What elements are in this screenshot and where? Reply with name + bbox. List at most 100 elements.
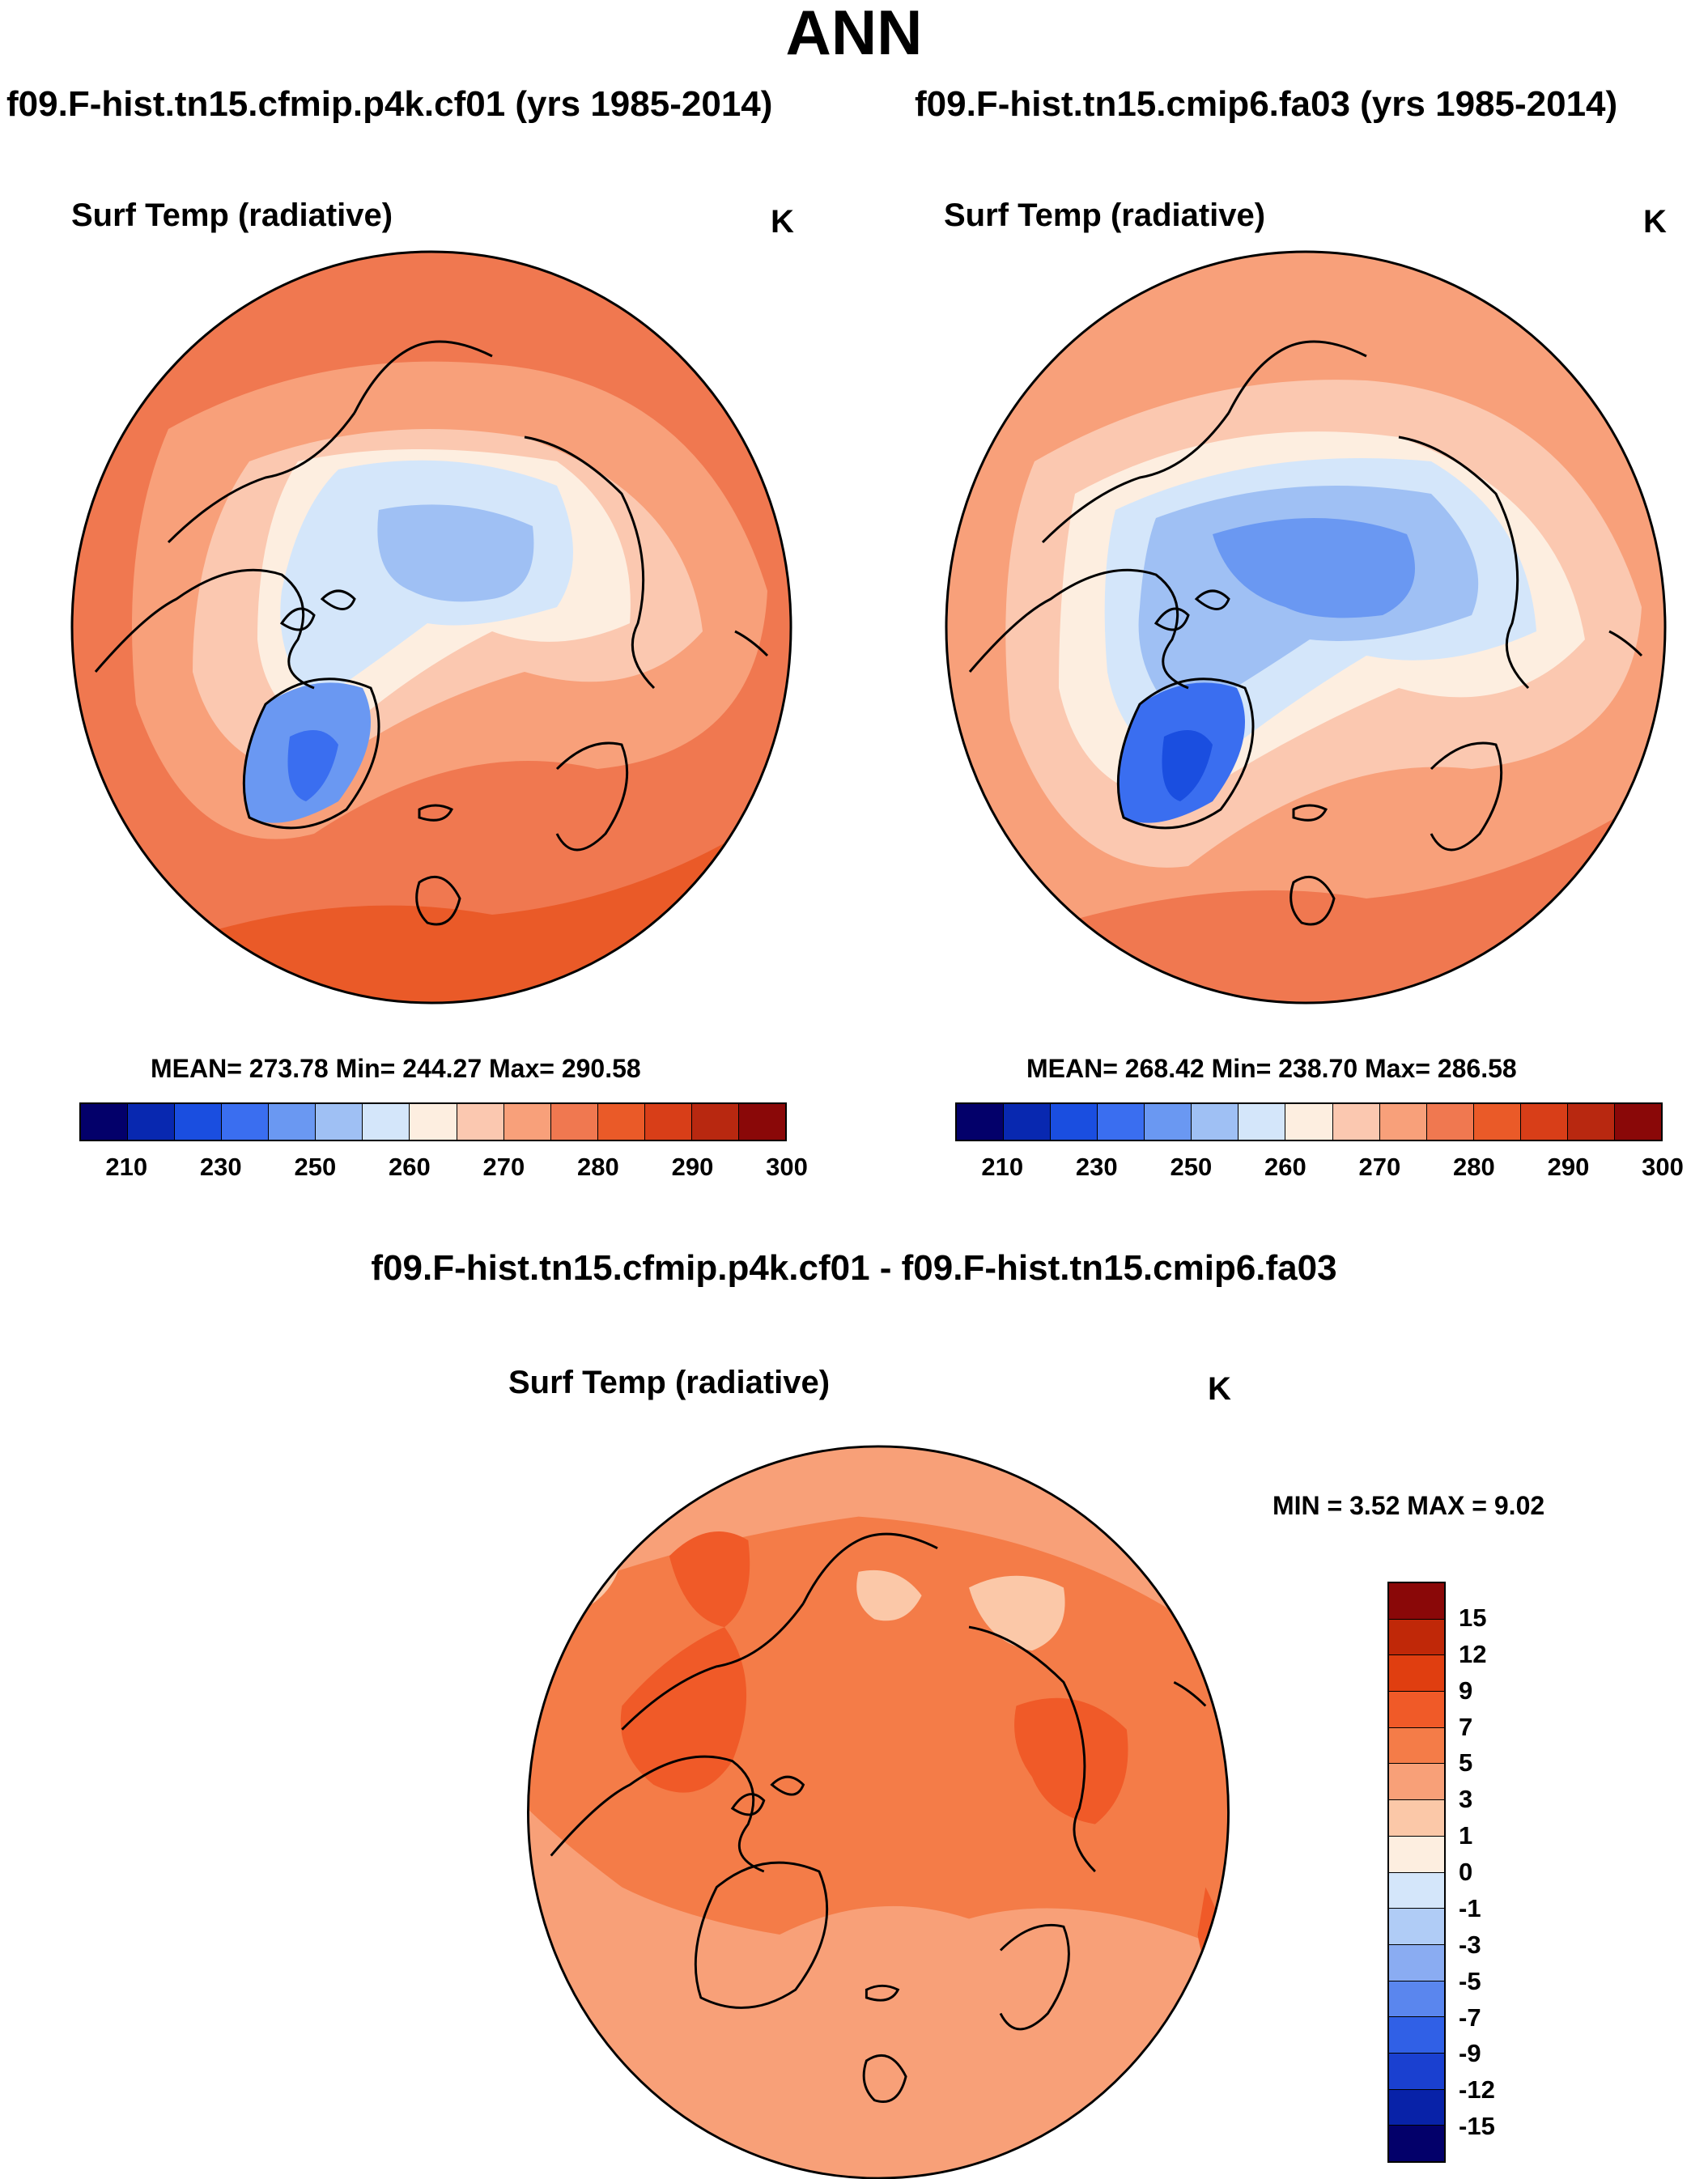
colorbar-segment bbox=[550, 1104, 598, 1140]
colorbar-tick-label: 280 bbox=[577, 1153, 619, 1181]
panel3-variable-label: Surf Temp (radiative) bbox=[508, 1365, 831, 1400]
panel3-field-light2 bbox=[856, 1569, 922, 1621]
panel3-field-hot1 bbox=[620, 1627, 747, 1793]
colorbar-tick-label: -15 bbox=[1459, 2112, 1495, 2141]
colorbar-tick-label: 300 bbox=[1642, 1153, 1684, 1181]
panel2-field-south bbox=[945, 785, 1666, 1004]
colorbar-segment bbox=[957, 1104, 1005, 1140]
colorbar-tick-label: -1 bbox=[1459, 1893, 1481, 1922]
colorbar-segment bbox=[1389, 2017, 1444, 2054]
colorbar-segment bbox=[316, 1104, 363, 1140]
colorbar-tick-label: 0 bbox=[1459, 1858, 1473, 1886]
colorbar-segment bbox=[175, 1104, 223, 1140]
colorbar-segment bbox=[1239, 1104, 1286, 1140]
colorbar-segment bbox=[363, 1104, 410, 1140]
panel2-coastlines bbox=[968, 340, 1643, 926]
colorbar-tick-label: 3 bbox=[1459, 1785, 1473, 1814]
colorbar-segment bbox=[1192, 1104, 1239, 1140]
colorbar-segment bbox=[1389, 1800, 1444, 1837]
colorbar-tick-label: -3 bbox=[1459, 1930, 1481, 1959]
colorbar-tick-label: 230 bbox=[199, 1153, 242, 1181]
panel2-stats: MEAN= 268.42 Min= 238.70 Max= 286.58 bbox=[1026, 1054, 1517, 1083]
colorbar-segment bbox=[1389, 1727, 1444, 1765]
panel3-case-title: f09.F-hist.tn15.cfmip.p4k.cf01 - f09.F-h… bbox=[371, 1248, 1337, 1288]
colorbar-segment bbox=[1389, 2126, 1444, 2161]
panel2-map-border bbox=[945, 250, 1667, 1005]
colorbar-segment bbox=[1520, 1104, 1568, 1140]
panel2-field-greenland-core bbox=[1162, 730, 1213, 801]
panel2-case-title: f09.F-hist.tn15.cmip6.fa03 (yrs 1985-201… bbox=[915, 84, 1618, 124]
colorbar-segment bbox=[1389, 1692, 1444, 1728]
colorbar-segment bbox=[269, 1104, 317, 1140]
colorbar-segment bbox=[1426, 1104, 1474, 1140]
colorbar-segment bbox=[410, 1104, 457, 1140]
colorbar-tick-label: 210 bbox=[105, 1153, 148, 1181]
colorbar-tick-label: 270 bbox=[1358, 1153, 1401, 1181]
colorbar-tick-label: -12 bbox=[1459, 2075, 1495, 2105]
panel3-field-light3 bbox=[969, 1575, 1065, 1651]
colorbar-segment bbox=[222, 1104, 270, 1140]
colorbar-segment bbox=[597, 1104, 645, 1140]
colorbar-tick-label: 280 bbox=[1453, 1153, 1495, 1181]
colorbar-tick-label: 270 bbox=[482, 1153, 525, 1181]
colorbar-tick-label: 7 bbox=[1459, 1712, 1473, 1741]
panel3-field-hot3 bbox=[1014, 1697, 1128, 1824]
panel2-variable-label: Surf Temp (radiative) bbox=[944, 198, 1266, 233]
colorbar-tick-label: 9 bbox=[1459, 1676, 1473, 1705]
panel1-variable-label: Surf Temp (radiative) bbox=[71, 198, 393, 233]
colorbar-segment bbox=[1389, 2089, 1444, 2126]
panel1-colorbar bbox=[79, 1102, 787, 1141]
colorbar-tick-label: 290 bbox=[671, 1153, 714, 1181]
colorbar-segment bbox=[1567, 1104, 1615, 1140]
colorbar-tick-label: 300 bbox=[766, 1153, 808, 1181]
colorbar-segment bbox=[1285, 1104, 1333, 1140]
colorbar-segment bbox=[1379, 1104, 1427, 1140]
colorbar-segment bbox=[644, 1104, 692, 1140]
colorbar-segment bbox=[1389, 2053, 1444, 2090]
colorbar-tick-label: 260 bbox=[1264, 1153, 1306, 1181]
colorbar-tick-label: 210 bbox=[981, 1153, 1024, 1181]
panel1-field-greenland-core bbox=[287, 730, 338, 801]
panel1-coastlines bbox=[94, 340, 769, 926]
colorbar-segment bbox=[503, 1104, 551, 1140]
colorbar-tick-label: 1 bbox=[1459, 1821, 1473, 1850]
colorbar-segment bbox=[1145, 1104, 1192, 1140]
colorbar-segment bbox=[1389, 1836, 1444, 1873]
colorbar-segment bbox=[1473, 1104, 1521, 1140]
colorbar-segment bbox=[457, 1104, 504, 1140]
colorbar-segment bbox=[1614, 1104, 1661, 1140]
colorbar-segment bbox=[81, 1104, 129, 1140]
colorbar-segment bbox=[1051, 1104, 1098, 1140]
colorbar-segment bbox=[1389, 1655, 1444, 1693]
panel3-units-label: K bbox=[1208, 1371, 1231, 1407]
colorbar-segment bbox=[738, 1104, 785, 1140]
colorbar-segment bbox=[1004, 1104, 1052, 1140]
colorbar-tick-label: 230 bbox=[1075, 1153, 1118, 1181]
panel3-stats: MIN = 3.52 MAX = 9.02 bbox=[1273, 1491, 1545, 1520]
colorbar-tick-label: -5 bbox=[1459, 1966, 1481, 1995]
colorbar-segment bbox=[1389, 1764, 1444, 1801]
colorbar-segment bbox=[1389, 1583, 1444, 1620]
panel2-field-cold3 bbox=[1213, 518, 1415, 618]
panel1-map bbox=[70, 250, 792, 1005]
panel3-coastlines bbox=[550, 1532, 1207, 2103]
panel3-colorbar bbox=[1387, 1582, 1446, 2163]
colorbar-tick-label: -7 bbox=[1459, 2003, 1481, 2032]
colorbar-segment bbox=[1098, 1104, 1145, 1140]
panel2-units-label: K bbox=[1643, 204, 1667, 240]
panel2-colorbar bbox=[955, 1102, 1663, 1141]
panel3-field-hot2 bbox=[669, 1531, 750, 1628]
colorbar-tick-label: 250 bbox=[1170, 1153, 1213, 1181]
colorbar-tick-label: 15 bbox=[1459, 1603, 1487, 1632]
panel1-map-border bbox=[70, 250, 792, 1005]
colorbar-segment bbox=[1332, 1104, 1380, 1140]
colorbar-segment bbox=[1389, 1909, 1444, 1945]
colorbar-segment bbox=[691, 1104, 739, 1140]
main-title: ANN bbox=[785, 0, 923, 68]
panel1-field-cold2 bbox=[377, 504, 534, 602]
colorbar-tick-label: 250 bbox=[294, 1153, 337, 1181]
panel1-units-label: K bbox=[771, 204, 794, 240]
panel3-map-border bbox=[527, 1445, 1230, 2179]
colorbar-tick-label: 260 bbox=[388, 1153, 431, 1181]
colorbar-segment bbox=[1389, 1944, 1444, 1981]
